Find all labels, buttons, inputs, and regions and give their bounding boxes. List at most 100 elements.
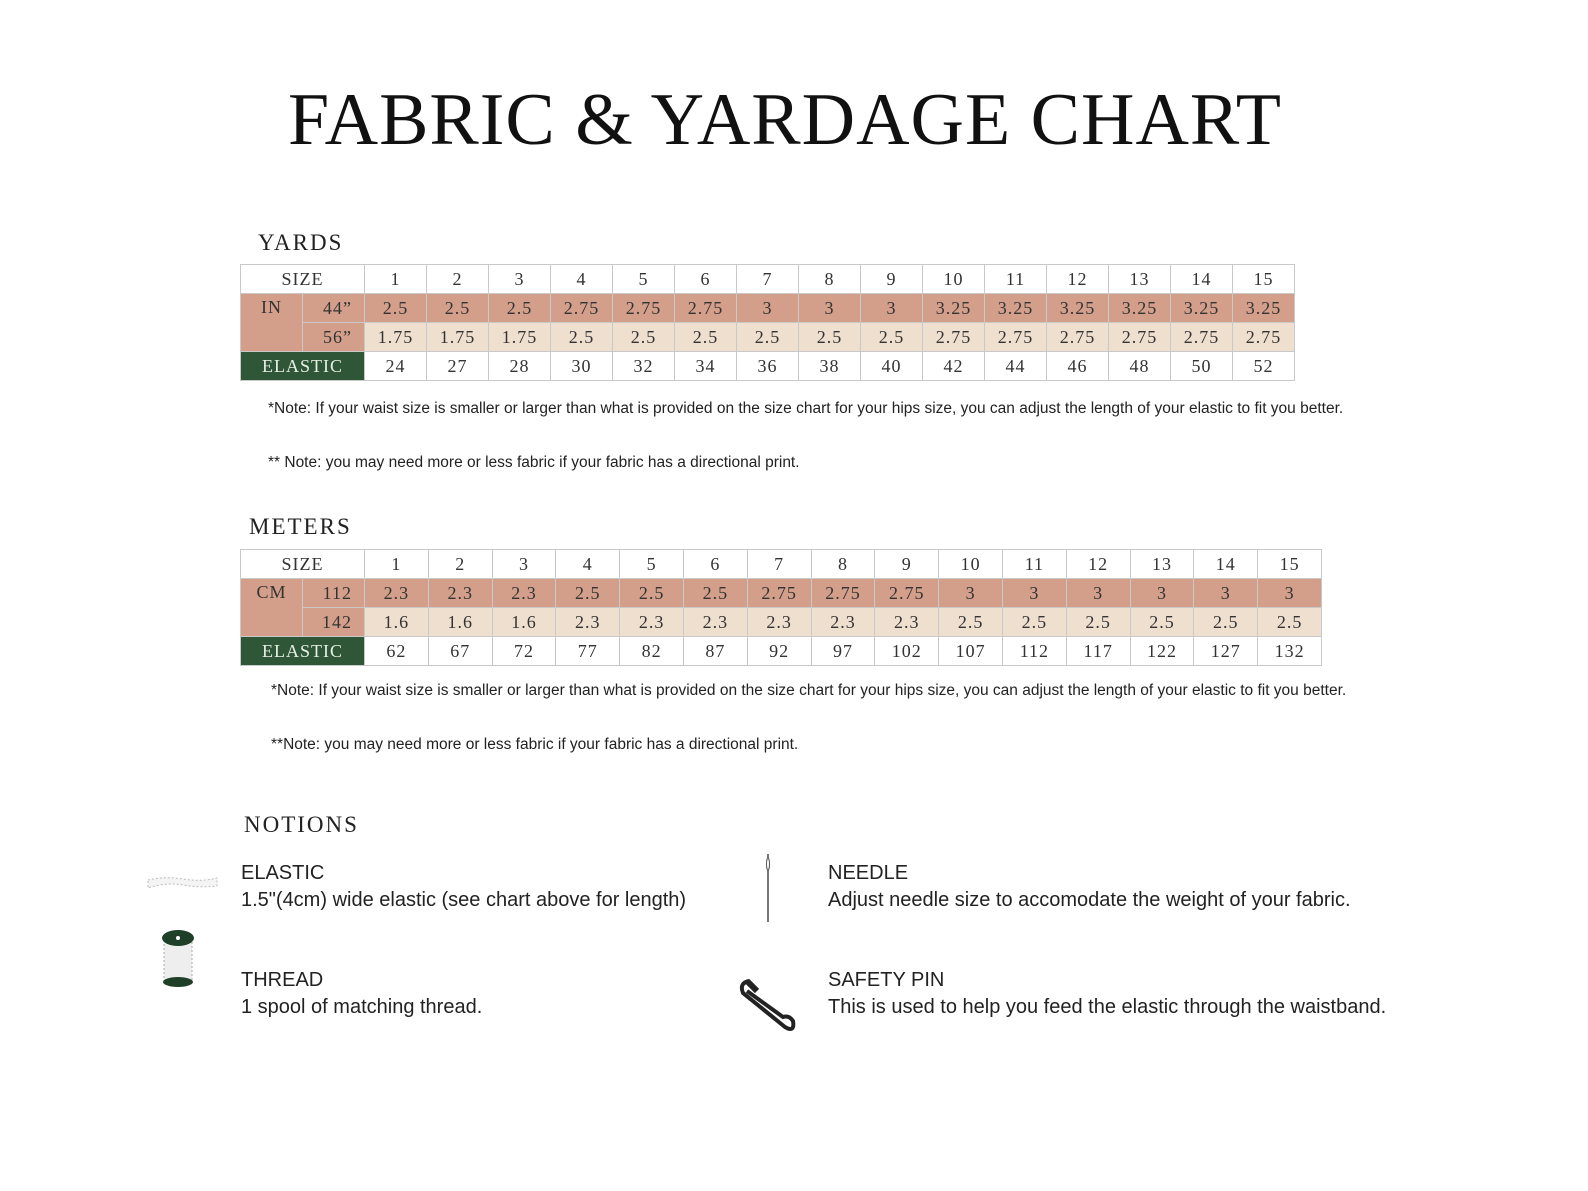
yardage-cell: 2.3 [619,607,684,637]
yardage-cell: 3 [798,293,861,323]
yardage-cell: 3.25 [922,293,985,323]
yardage-cell: 2.3 [746,607,812,637]
elastic-cell: 52 [1232,351,1295,381]
yardage-cell: 2.5 [555,578,621,608]
notion-safety-pin: SAFETY PIN This is used to help you feed … [828,967,1386,1021]
elastic-cell: 122 [1129,636,1195,666]
size-header: 1 [364,549,429,579]
elastic-cell: 44 [984,351,1047,381]
notion-desc: This is used to help you feed the elasti… [828,996,1387,1018]
yardage-cell: 2.3 [427,578,493,608]
elastic-cell: 62 [364,636,429,666]
yardage-cell: 1.75 [364,322,427,352]
size-header: 13 [1129,549,1195,579]
yardage-cell: 3.25 [1108,293,1171,323]
meters-heading: METERS [249,514,352,539]
size-header: 4 [550,264,613,294]
yardage-cell: 1.6 [427,607,493,637]
yardage-cell: 2.75 [612,293,675,323]
yardage-cell: 2.75 [922,322,985,352]
unit-label: CM [240,578,303,637]
yardage-cell: 1.75 [426,322,489,352]
yardage-cell: 2.75 [1046,322,1109,352]
size-header: 2 [427,549,493,579]
yardage-cell: 3 [1193,578,1259,608]
yards-note-1: *Note: If your waist size is smaller or … [268,400,1344,417]
size-header: 14 [1170,264,1233,294]
elastic-cell: 38 [798,351,861,381]
yardage-cell: 3.25 [1170,293,1233,323]
thread-spool-icon [162,930,194,987]
size-header: 13 [1108,264,1171,294]
size-header: 5 [619,549,684,579]
notion-thread: THREAD 1 spool of matching thread. [241,967,482,1021]
elastic-cell: 28 [488,351,551,381]
yardage-cell: 3.25 [1046,293,1109,323]
size-header: 7 [746,549,812,579]
yardage-cell: 2.5 [1065,607,1131,637]
yardage-cell: 2.5 [1193,607,1259,637]
size-header: 15 [1232,264,1295,294]
elastic-cell: 32 [612,351,675,381]
elastic-label: ELASTIC [240,636,365,666]
yardage-cell: 2.5 [1129,607,1195,637]
yardage-cell: 2.75 [984,322,1047,352]
elastic-cell: 50 [1170,351,1233,381]
meters-table: SIZE 1 2 3 4 5 6 7 8 9 10 11 12 13 14 15 CM 112 2.3 2.3 2.3 2… [240,549,1322,666]
size-header: 8 [798,264,861,294]
elastic-cell: 97 [810,636,876,666]
yardage-cell: 2.5 [488,293,551,323]
elastic-cell: 82 [619,636,684,666]
fabric-width-row: IN 44” 2.5 2.5 2.5 2.75 2.75 2.75 3 3 3 3.25 3.25 3.2… [240,293,1295,352]
notion-name: NEEDLE [828,862,909,884]
size-header: 14 [1193,549,1259,579]
yardage-cell: 2.3 [874,607,940,637]
size-row: SIZE 1 2 3 4 5 6 7 8 9 10 11 12 13 14 15 [240,549,1322,579]
yardage-cell: 1.75 [488,322,551,352]
size-header: 3 [488,264,551,294]
elastic-cell: 87 [682,636,748,666]
size-header: 12 [1065,549,1131,579]
size-header: 8 [810,549,876,579]
elastic-cell: 42 [922,351,985,381]
yards-heading: YARDS [258,230,344,255]
notion-name: ELASTIC [241,862,325,884]
elastic-cell: 36 [736,351,799,381]
yards-table: SIZE 1 2 3 4 5 6 7 8 9 10 11 12 13 14 15 IN 44” 2.5 2.5 2.5 2… [240,264,1295,381]
yardage-cell: 3 [736,293,799,323]
elastic-cell: 92 [746,636,812,666]
yardage-cell: 2.5 [860,322,923,352]
elastic-cell: 77 [555,636,621,666]
elastic-cell: 24 [364,351,427,381]
size-header: 11 [1001,549,1067,579]
safety-pin-icon [739,978,796,1031]
yardage-cell: 2.75 [874,578,940,608]
elastic-cell: 107 [938,636,1003,666]
notion-desc: 1 spool of matching thread. [241,996,483,1018]
yardage-cell: 2.5 [798,322,861,352]
size-header: 4 [555,549,621,579]
meters-note-2: **Note: you may need more or less fabric… [271,736,799,753]
elastic-cell: 30 [550,351,613,381]
yardage-cell: 2.5 [736,322,799,352]
elastic-cell: 46 [1046,351,1109,381]
elastic-cell: 27 [426,351,489,381]
size-header: 6 [682,549,748,579]
fabric-width: 56” [302,322,365,352]
yardage-cell: 2.5 [426,293,489,323]
yardage-cell: 2.75 [810,578,876,608]
yardage-cell: 2.5 [550,322,613,352]
size-header: 7 [736,264,799,294]
size-header: 3 [491,549,557,579]
size-header: 2 [426,264,489,294]
fabric-width: 142 [302,607,365,637]
size-header: 1 [364,264,427,294]
yardage-cell: 2.75 [1170,322,1233,352]
size-header: 10 [922,264,985,294]
elastic-cell: 48 [1108,351,1171,381]
yardage-cell: 2.5 [682,578,748,608]
yardage-cell: 2.75 [1232,322,1295,352]
elastic-row: ELASTIC 24 27 28 30 32 34 36 38 40 42 44 46 48 50 52 [240,351,1295,381]
fabric-width-row: 142 1.6 1.6 1.6 2.3 2.3 2.3 2.3 2.3 2.3 2.5 2.5 2.5 2… [241,607,1322,637]
yardage-cell: 2.5 [612,322,675,352]
